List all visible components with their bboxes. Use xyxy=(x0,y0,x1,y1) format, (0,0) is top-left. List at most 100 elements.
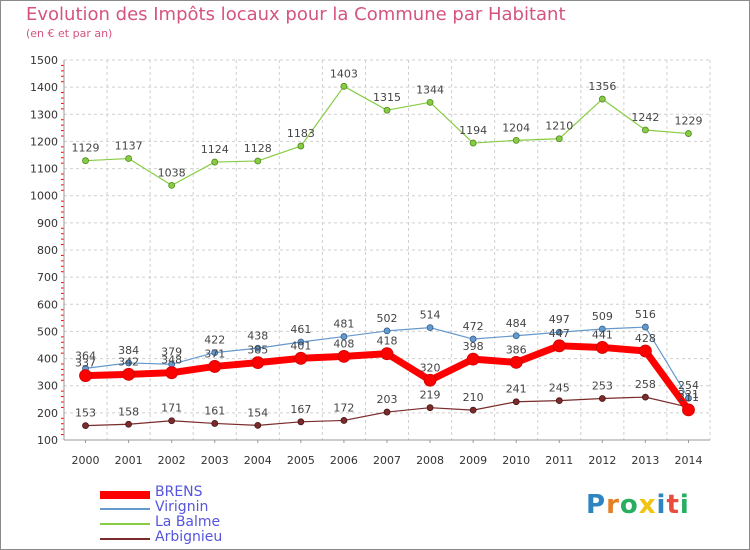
y-tick-label: 1400 xyxy=(30,81,58,94)
data-point-brens xyxy=(682,403,695,417)
data-label-brens: 337 xyxy=(75,357,96,370)
data-point-virignin xyxy=(512,332,520,340)
logo-letter: i xyxy=(679,490,690,520)
data-label-brens: 408 xyxy=(333,337,354,350)
data-label-arbignieu: 258 xyxy=(635,378,656,391)
data-point-brens xyxy=(509,355,523,369)
y-tick-label: 1500 xyxy=(30,54,58,67)
legend-label-arbignieu: Arbignieu xyxy=(155,529,223,545)
data-label-virignin: 438 xyxy=(247,329,268,342)
data-point-arbignieu xyxy=(426,404,434,412)
data-label-arbignieu: 245 xyxy=(549,382,570,395)
data-point-la_balme xyxy=(642,126,649,134)
data-point-brens xyxy=(208,360,222,373)
data-label-la_balme: 1124 xyxy=(201,143,229,156)
data-label-virignin: 516 xyxy=(635,308,656,321)
data-label-virignin: 502 xyxy=(377,312,398,325)
data-label-la_balme: 1344 xyxy=(416,83,444,96)
data-point-arbignieu xyxy=(168,417,176,425)
data-point-arbignieu xyxy=(340,417,348,424)
data-label-la_balme: 1204 xyxy=(502,121,530,134)
data-point-virignin xyxy=(125,359,133,367)
data-point-brens xyxy=(337,349,351,363)
x-tick-label: 2000 xyxy=(72,454,100,467)
y-tick-label: 1200 xyxy=(30,135,58,148)
data-point-virignin xyxy=(598,325,606,333)
data-label-virignin: 461 xyxy=(290,323,311,336)
data-label-virignin: 379 xyxy=(161,345,182,358)
data-label-la_balme: 1242 xyxy=(631,111,659,124)
data-point-virignin xyxy=(469,335,477,343)
x-tick-label: 2004 xyxy=(244,454,272,467)
data-point-arbignieu xyxy=(642,393,649,401)
data-label-arbignieu: 172 xyxy=(333,401,354,414)
x-tick-label: 2001 xyxy=(115,454,143,467)
data-point-virignin xyxy=(383,327,391,335)
data-point-arbignieu xyxy=(297,418,305,426)
y-tick-label: 700 xyxy=(37,271,58,284)
x-tick-label: 2014 xyxy=(674,454,702,467)
y-tick-label: 600 xyxy=(37,298,58,311)
proxiti-logo: Proxiti xyxy=(586,490,690,520)
data-point-arbignieu xyxy=(598,395,606,402)
data-label-arbignieu: 203 xyxy=(377,393,398,406)
data-label-la_balme: 1038 xyxy=(158,166,186,179)
data-label-virignin: 364 xyxy=(75,349,96,362)
data-point-la_balme xyxy=(254,157,262,165)
legend-swatch-arbignieu xyxy=(100,538,150,540)
y-tick-label: 200 xyxy=(37,407,58,420)
data-point-brens xyxy=(466,352,480,366)
data-point-la_balme xyxy=(685,130,692,137)
data-label-virignin: 384 xyxy=(118,344,139,357)
y-tick-label: 500 xyxy=(37,325,58,338)
data-point-la_balme xyxy=(426,98,434,106)
legend-swatch-la-balme xyxy=(100,523,150,525)
data-point-arbignieu xyxy=(512,398,520,406)
y-tick-label: 400 xyxy=(37,353,58,366)
data-point-virignin xyxy=(555,328,563,336)
data-point-virignin xyxy=(297,338,305,346)
data-label-brens: 342 xyxy=(118,355,139,368)
data-point-arbignieu xyxy=(82,422,89,430)
data-label-la_balme: 1194 xyxy=(459,124,487,137)
data-label-arbignieu: 154 xyxy=(247,406,268,419)
data-point-brens xyxy=(251,356,265,370)
data-point-la_balme xyxy=(512,136,520,144)
data-point-arbignieu xyxy=(555,397,563,405)
data-label-brens: 401 xyxy=(290,339,311,352)
y-tick-label: 100 xyxy=(37,434,58,447)
data-point-la_balme xyxy=(340,82,348,90)
data-label-arbignieu: 241 xyxy=(506,383,527,396)
legend-label-brens: BRENS xyxy=(155,484,203,500)
data-label-brens: 211 xyxy=(678,391,699,404)
data-point-la_balme xyxy=(555,135,563,143)
data-point-brens xyxy=(165,366,179,380)
data-label-virignin: 472 xyxy=(463,320,484,333)
data-label-arbignieu: 167 xyxy=(290,403,311,416)
data-label-virignin: 422 xyxy=(204,334,225,347)
logo-letter: i xyxy=(656,490,667,520)
data-point-virignin xyxy=(642,323,649,331)
data-label-arbignieu: 153 xyxy=(75,407,96,420)
x-tick-label: 2012 xyxy=(588,454,616,467)
data-label-virignin: 514 xyxy=(420,309,441,322)
data-label-la_balme: 1403 xyxy=(330,67,358,80)
y-tick-label: 1300 xyxy=(30,108,58,121)
data-point-la_balme xyxy=(211,158,219,166)
data-label-arbignieu: 161 xyxy=(204,404,225,417)
data-label-la_balme: 1137 xyxy=(115,140,143,153)
data-point-la_balme xyxy=(598,95,606,103)
data-point-arbignieu xyxy=(469,406,477,414)
y-tick-label: 300 xyxy=(37,380,58,393)
x-tick-label: 2002 xyxy=(158,454,186,467)
x-tick-label: 2006 xyxy=(330,454,358,467)
data-point-la_balme xyxy=(125,155,133,162)
data-label-la_balme: 1128 xyxy=(244,142,272,155)
data-label-brens: 371 xyxy=(204,347,225,360)
data-point-la_balme xyxy=(469,139,477,147)
data-point-virignin xyxy=(426,324,434,332)
data-point-brens xyxy=(294,351,308,365)
x-tick-label: 2008 xyxy=(416,454,444,467)
data-label-virignin: 497 xyxy=(549,313,570,326)
x-tick-label: 2003 xyxy=(201,454,229,467)
